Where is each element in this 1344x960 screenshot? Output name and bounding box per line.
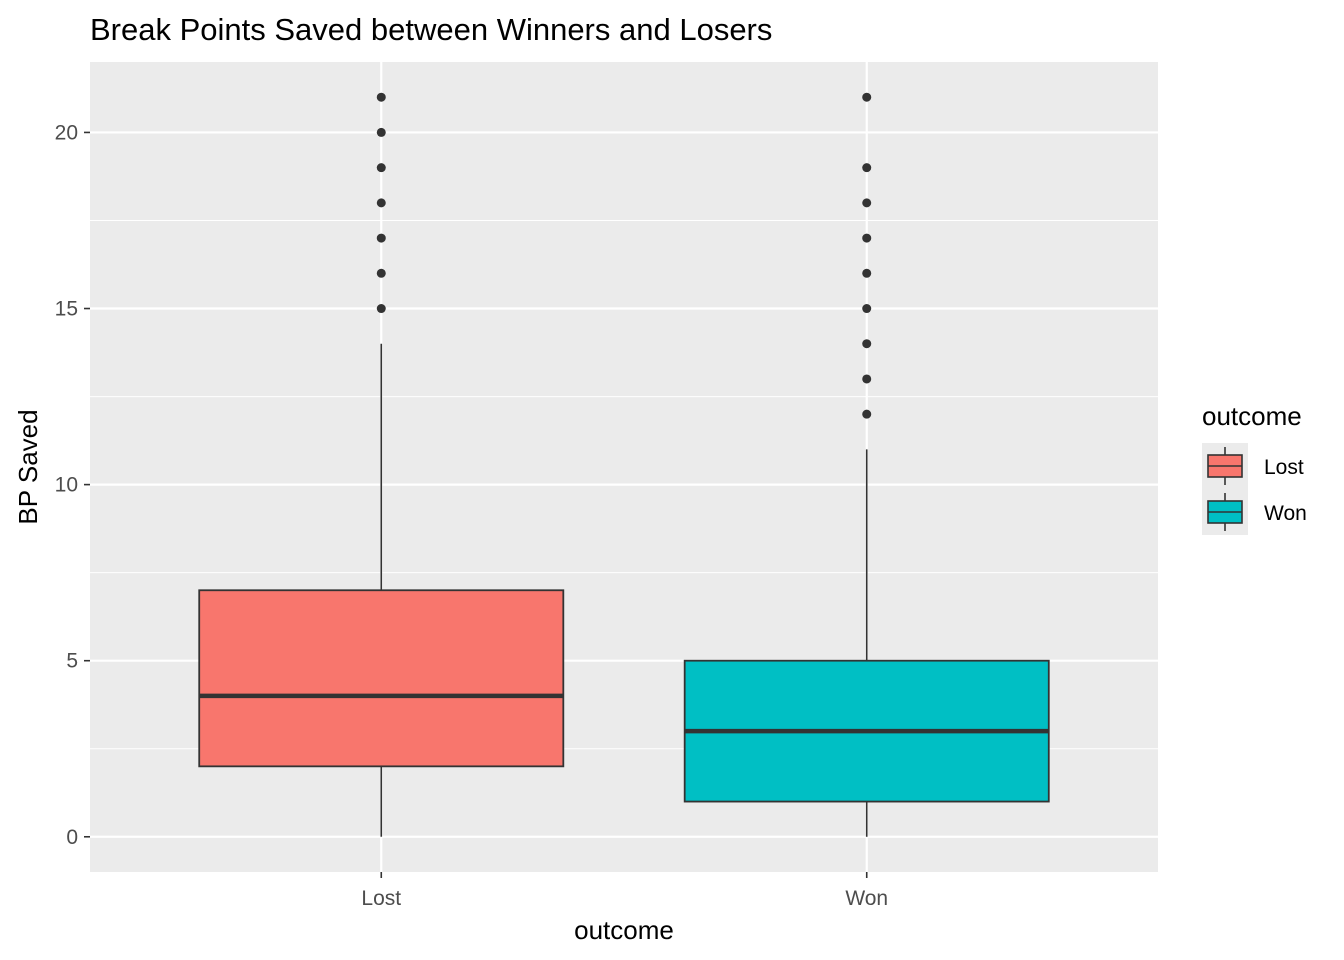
legend-title: outcome — [1202, 401, 1302, 431]
outlier-point — [862, 304, 872, 314]
y-axis: 0 5 10 15 20 — [55, 121, 90, 849]
y-tick-label: 20 — [55, 121, 78, 144]
legend-label: Lost — [1264, 456, 1304, 479]
outlier-point — [862, 374, 872, 384]
x-axis-title: outcome — [574, 915, 674, 945]
outlier-point — [376, 304, 386, 314]
legend-item-won: Won — [1202, 489, 1307, 535]
box-lost — [198, 92, 565, 837]
box-won — [683, 92, 1050, 837]
x-tick-label: Lost — [361, 887, 401, 910]
outlier-point — [862, 233, 872, 243]
y-tick-label: 5 — [66, 650, 78, 673]
outlier-point — [376, 92, 386, 102]
outlier-point — [376, 268, 386, 278]
outlier-point — [862, 409, 872, 419]
outlier-point — [862, 163, 872, 173]
y-tick-label: 10 — [55, 474, 78, 497]
outlier-point — [862, 92, 872, 102]
x-axis: Lost Won — [361, 872, 888, 910]
boxes — [198, 92, 1050, 837]
y-tick-label: 15 — [55, 298, 78, 321]
chart-title: Break Points Saved between Winners and L… — [90, 12, 772, 47]
outlier-point — [862, 268, 872, 278]
legend-label: Won — [1264, 502, 1307, 525]
box-iqr — [198, 589, 565, 768]
legend-item-lost: Lost — [1202, 443, 1304, 489]
outlier-point — [862, 339, 872, 349]
outlier-point — [376, 233, 386, 243]
outlier-point — [376, 198, 386, 208]
y-axis-title: BP Saved — [13, 409, 43, 524]
outlier-point — [862, 198, 872, 208]
outlier-point — [376, 163, 386, 173]
x-tick-label: Won — [845, 887, 888, 910]
outlier-point — [376, 127, 386, 137]
legend: outcome Lost Won — [1202, 401, 1307, 535]
y-tick-label: 0 — [66, 826, 78, 849]
